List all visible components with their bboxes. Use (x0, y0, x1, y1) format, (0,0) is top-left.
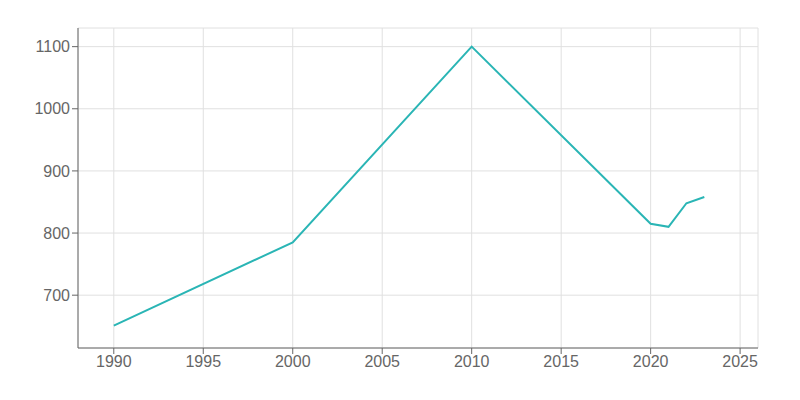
svg-text:900: 900 (43, 163, 70, 180)
svg-text:2015: 2015 (543, 353, 579, 370)
svg-text:800: 800 (43, 225, 70, 242)
svg-text:2005: 2005 (364, 353, 400, 370)
svg-text:2000: 2000 (275, 353, 311, 370)
svg-text:1100: 1100 (36, 38, 71, 55)
svg-text:1000: 1000 (34, 100, 70, 117)
svg-text:2025: 2025 (722, 353, 758, 370)
svg-text:2010: 2010 (454, 353, 490, 370)
svg-text:2020: 2020 (633, 353, 669, 370)
svg-text:1995: 1995 (185, 353, 221, 370)
svg-text:700: 700 (43, 287, 70, 304)
svg-text:1990: 1990 (96, 353, 132, 370)
